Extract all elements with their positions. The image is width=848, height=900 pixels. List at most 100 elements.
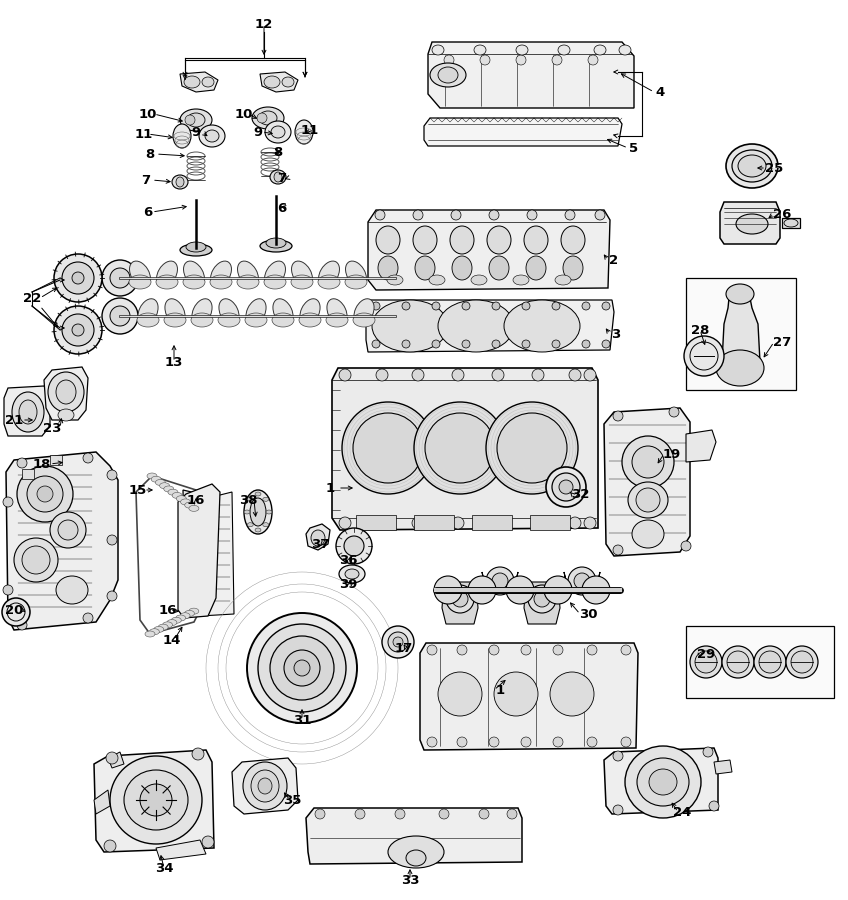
Ellipse shape — [72, 272, 84, 284]
Ellipse shape — [19, 400, 37, 424]
Ellipse shape — [532, 369, 544, 381]
Ellipse shape — [12, 392, 44, 432]
Text: 29: 29 — [697, 647, 715, 661]
Ellipse shape — [492, 517, 504, 529]
Ellipse shape — [561, 226, 585, 254]
Ellipse shape — [619, 45, 631, 55]
Ellipse shape — [56, 380, 76, 404]
Ellipse shape — [299, 313, 321, 327]
Ellipse shape — [528, 585, 556, 613]
Ellipse shape — [124, 770, 188, 830]
Ellipse shape — [412, 369, 424, 381]
Ellipse shape — [574, 573, 590, 589]
Ellipse shape — [255, 492, 261, 496]
Ellipse shape — [37, 486, 53, 502]
Polygon shape — [564, 572, 600, 588]
Ellipse shape — [145, 631, 155, 637]
Ellipse shape — [569, 517, 581, 529]
Ellipse shape — [270, 636, 334, 700]
Ellipse shape — [376, 369, 388, 381]
Ellipse shape — [388, 632, 408, 652]
Ellipse shape — [172, 492, 182, 499]
Ellipse shape — [129, 275, 151, 289]
Ellipse shape — [107, 470, 117, 480]
Ellipse shape — [164, 313, 186, 327]
Polygon shape — [720, 202, 780, 244]
Ellipse shape — [438, 300, 514, 352]
Ellipse shape — [432, 45, 444, 55]
Polygon shape — [178, 484, 220, 618]
Ellipse shape — [413, 226, 437, 254]
Text: 3: 3 — [611, 328, 621, 340]
FancyBboxPatch shape — [686, 626, 834, 698]
Ellipse shape — [492, 302, 500, 310]
Ellipse shape — [102, 260, 138, 296]
Ellipse shape — [291, 275, 313, 289]
Ellipse shape — [185, 502, 195, 508]
Ellipse shape — [17, 458, 27, 468]
Ellipse shape — [388, 836, 444, 868]
Ellipse shape — [486, 567, 514, 595]
Ellipse shape — [414, 402, 506, 494]
Ellipse shape — [497, 413, 567, 483]
Ellipse shape — [438, 67, 458, 83]
Ellipse shape — [628, 482, 668, 518]
Text: 17: 17 — [395, 642, 413, 654]
Ellipse shape — [272, 313, 294, 327]
Ellipse shape — [107, 591, 117, 601]
Ellipse shape — [395, 809, 405, 819]
Ellipse shape — [155, 480, 165, 485]
Polygon shape — [332, 368, 598, 530]
Ellipse shape — [246, 299, 266, 325]
Polygon shape — [232, 758, 298, 814]
Ellipse shape — [172, 175, 188, 189]
Ellipse shape — [54, 306, 102, 354]
Ellipse shape — [521, 737, 531, 747]
Ellipse shape — [625, 746, 701, 818]
Ellipse shape — [251, 770, 279, 802]
Ellipse shape — [318, 275, 340, 289]
Polygon shape — [482, 572, 518, 588]
Ellipse shape — [250, 498, 266, 526]
Ellipse shape — [50, 512, 86, 548]
Ellipse shape — [649, 769, 677, 795]
Ellipse shape — [184, 76, 200, 88]
Ellipse shape — [180, 244, 212, 256]
Ellipse shape — [439, 809, 449, 819]
Ellipse shape — [489, 256, 509, 280]
Ellipse shape — [263, 523, 269, 526]
Ellipse shape — [202, 836, 214, 848]
Text: 18: 18 — [33, 457, 51, 471]
Polygon shape — [524, 582, 560, 624]
Text: 16: 16 — [159, 604, 177, 617]
Ellipse shape — [387, 275, 403, 285]
Ellipse shape — [345, 275, 367, 289]
Ellipse shape — [130, 261, 150, 287]
Ellipse shape — [110, 306, 130, 326]
Ellipse shape — [58, 409, 74, 421]
Ellipse shape — [462, 302, 470, 310]
Text: 35: 35 — [283, 794, 301, 806]
Ellipse shape — [595, 210, 605, 220]
Ellipse shape — [62, 314, 94, 346]
Ellipse shape — [149, 629, 159, 634]
Polygon shape — [94, 790, 110, 814]
Ellipse shape — [294, 660, 310, 676]
Ellipse shape — [621, 737, 631, 747]
Ellipse shape — [167, 619, 177, 625]
Ellipse shape — [613, 805, 623, 815]
Ellipse shape — [164, 486, 174, 492]
Ellipse shape — [402, 302, 410, 310]
Ellipse shape — [176, 177, 184, 187]
Ellipse shape — [192, 299, 212, 325]
Ellipse shape — [489, 737, 499, 747]
Ellipse shape — [168, 490, 178, 495]
Ellipse shape — [104, 840, 116, 852]
Ellipse shape — [487, 226, 511, 254]
Ellipse shape — [636, 488, 660, 512]
Text: 9: 9 — [192, 125, 201, 139]
Ellipse shape — [613, 411, 623, 421]
Ellipse shape — [632, 446, 664, 478]
Ellipse shape — [345, 569, 359, 579]
Ellipse shape — [602, 302, 610, 310]
